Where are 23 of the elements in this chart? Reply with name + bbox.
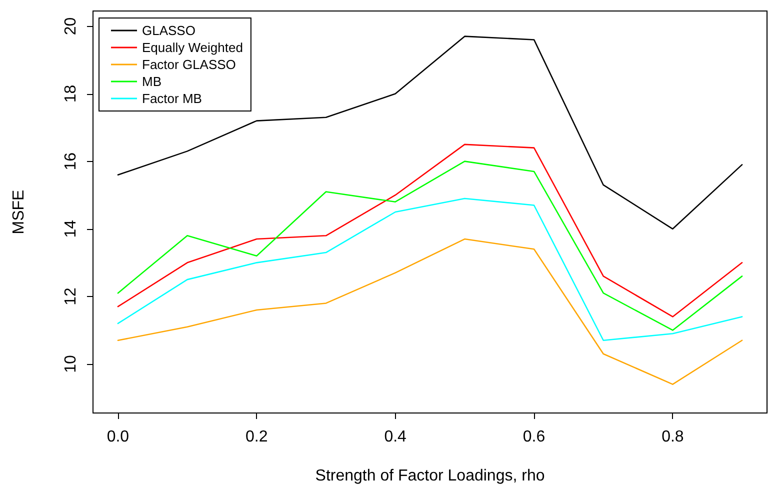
x-tick-label: 0.2	[246, 428, 268, 446]
y-tick-label: 14	[62, 220, 80, 238]
x-tick-label: 0.6	[522, 428, 546, 446]
y-tick-label: 20	[62, 17, 80, 36]
y-tick-label: 16	[62, 152, 80, 170]
legend-label: Equally Weighted	[142, 40, 243, 55]
legend-label: Factor MB	[142, 91, 202, 106]
legend-label: MB	[142, 74, 162, 89]
y-tick-label: 12	[62, 287, 80, 306]
x-tick-label: 0.0	[106, 428, 130, 446]
x-tick-label: 0.8	[662, 428, 684, 446]
y-tick-label: 18	[62, 84, 80, 103]
legend-label: Factor GLASSO	[142, 57, 236, 72]
y-axis-title: MSFE	[10, 190, 28, 234]
line-series	[117, 144, 743, 318]
line-series	[117, 198, 743, 342]
legend-label: GLASSO	[142, 23, 196, 38]
y-tick-label: 10	[62, 355, 80, 373]
line-series	[117, 160, 743, 331]
x-axis-title: Strength of Factor Loadings, rho	[315, 468, 545, 484]
x-tick-label: 0.4	[384, 428, 407, 446]
line-series	[117, 36, 743, 230]
line-series	[117, 238, 743, 385]
